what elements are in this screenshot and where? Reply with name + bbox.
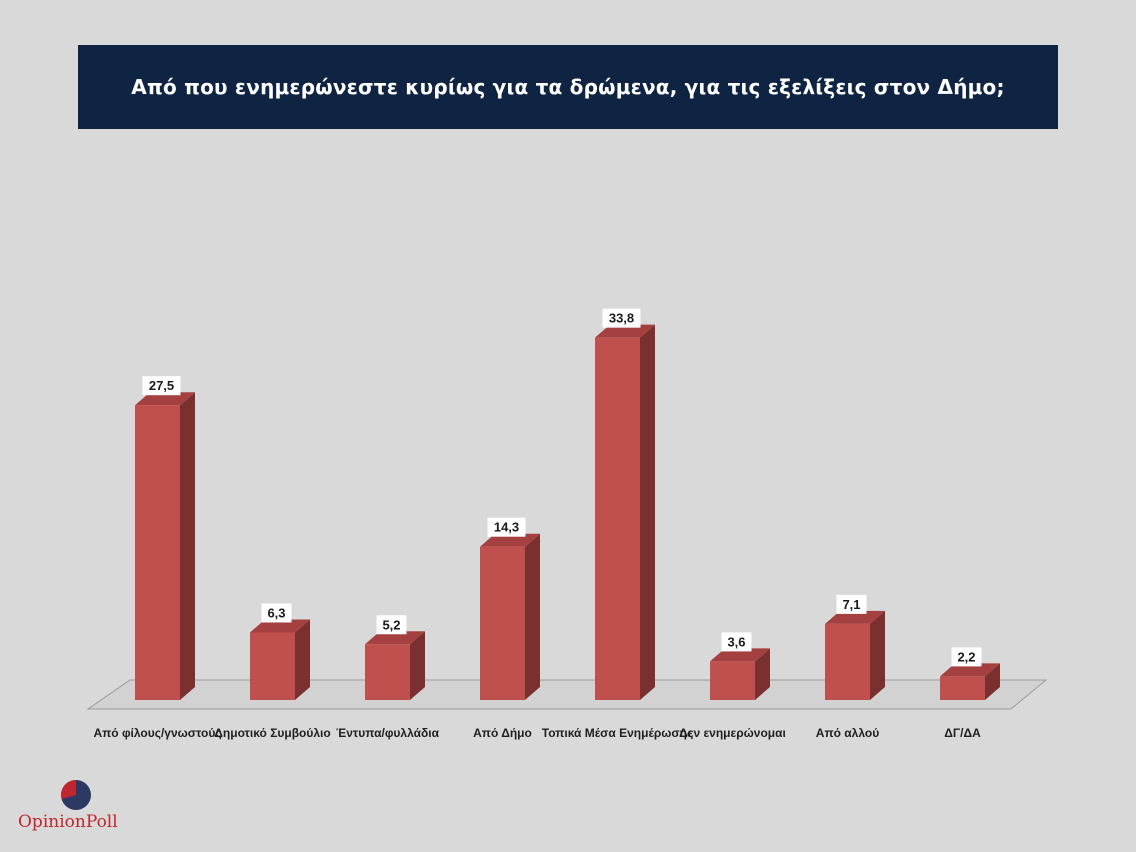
bar-side [985,663,1000,700]
bar-front [135,405,180,700]
bar-1 [135,392,195,700]
bar-front [595,337,640,700]
bar-top [710,648,770,662]
logo-text: OpinionPoll [18,812,118,832]
chart-floor-layer [86,679,1048,710]
bar-3 [365,631,425,700]
bar-side [870,610,885,700]
data-label-box [951,647,982,667]
category-label: Από αλλού [816,726,879,740]
chart-floor [86,679,1048,710]
category-label: Δεν ενημερώνομαι [679,726,786,740]
category-label: Από Δήμο [473,726,532,740]
logo-mark-icon [60,779,91,810]
bar-side [295,619,310,700]
bar-front [940,676,985,700]
bar-side [640,324,655,700]
data-label-box [487,517,526,537]
bar-8 [940,663,1000,700]
bar-top [825,610,885,624]
data-label-box [602,308,641,328]
chart-title: Από που ενημερώνεστε κυρίως για τα δρώμε… [131,75,1005,99]
bar-front [250,632,295,700]
bar-front [365,644,410,700]
bar-top [250,619,310,633]
bar-7 [825,610,885,700]
bar-front [480,546,525,700]
bar-6 [710,648,770,700]
bar-top [940,663,1000,677]
data-label: 2,2 [957,649,975,664]
bar-side [525,533,540,700]
data-label: 7,1 [842,597,860,612]
data-label-box [721,632,752,652]
bar-4 [480,533,540,700]
data-label: 14,3 [494,520,519,535]
bar-side [180,392,195,700]
bar-side [755,648,770,700]
category-label: Από φίλους/γνωστούς [93,726,221,740]
chart-labels-layer: 27,5 6,3 5,2 14,3 33,8 3,6 7,1 2,2 [142,308,982,667]
data-label: 5,2 [382,617,400,632]
category-label: Τοπικά Μέσα Ενημέρωσης [542,726,693,740]
data-label-box [376,615,407,635]
title-banner: Από που ενημερώνεστε κυρίως για τα δρώμε… [78,45,1058,129]
category-label: Δημοτικό Συμβούλιο [214,726,330,740]
data-label: 33,8 [609,311,634,326]
data-label-box [836,594,867,614]
bar-top [365,631,425,645]
bar-side [410,631,425,700]
data-label: 6,3 [267,605,285,620]
bar-2 [250,619,310,700]
bar-top [480,533,540,547]
data-label-box [261,603,292,623]
bar-front [710,661,755,700]
category-label: ΔΓ/ΔΑ [944,726,981,740]
opinionpoll-logo: OpinionPoll [18,778,128,838]
data-label: 27,5 [149,378,174,393]
bar-top [135,392,195,406]
data-label-box [142,376,181,396]
data-label: 3,6 [727,634,745,649]
bar-front [825,623,870,700]
bar-5 [595,324,655,700]
category-label: Έντυπα/φυλλάδια [336,726,440,740]
chart-bars-layer [135,324,1000,700]
bar-top [595,324,655,338]
